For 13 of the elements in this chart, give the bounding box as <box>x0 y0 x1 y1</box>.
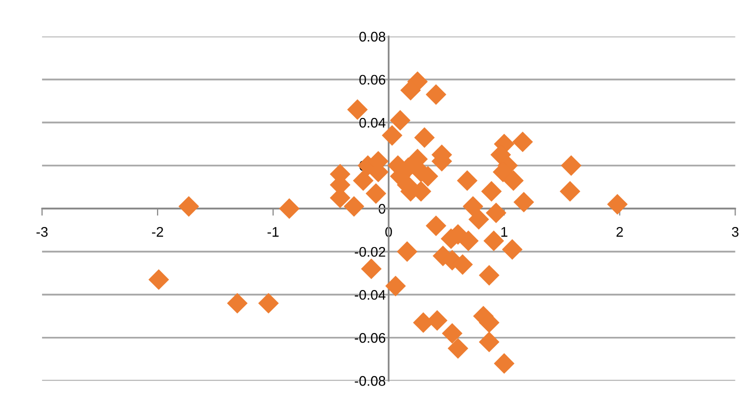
x-tick-label: 3 <box>732 226 738 237</box>
y-tick-label: -0.06 <box>354 333 386 343</box>
x-tick-label: -1 <box>268 227 279 237</box>
x-tick-label: -2 <box>152 226 164 237</box>
x-tick-label: 1 <box>501 227 508 237</box>
y-tick-label: -0.04 <box>354 290 386 300</box>
y-tick-label: 0.04 <box>359 118 386 128</box>
x-tick-label: -3 <box>36 226 48 237</box>
y-tick-label: 0.06 <box>359 74 386 85</box>
y-tick-label: -0.02 <box>354 246 386 257</box>
y-tick-label: 0.08 <box>359 32 386 42</box>
y-tick-label: -0.08 <box>354 376 386 386</box>
x-tick-label: 2 <box>616 226 623 237</box>
